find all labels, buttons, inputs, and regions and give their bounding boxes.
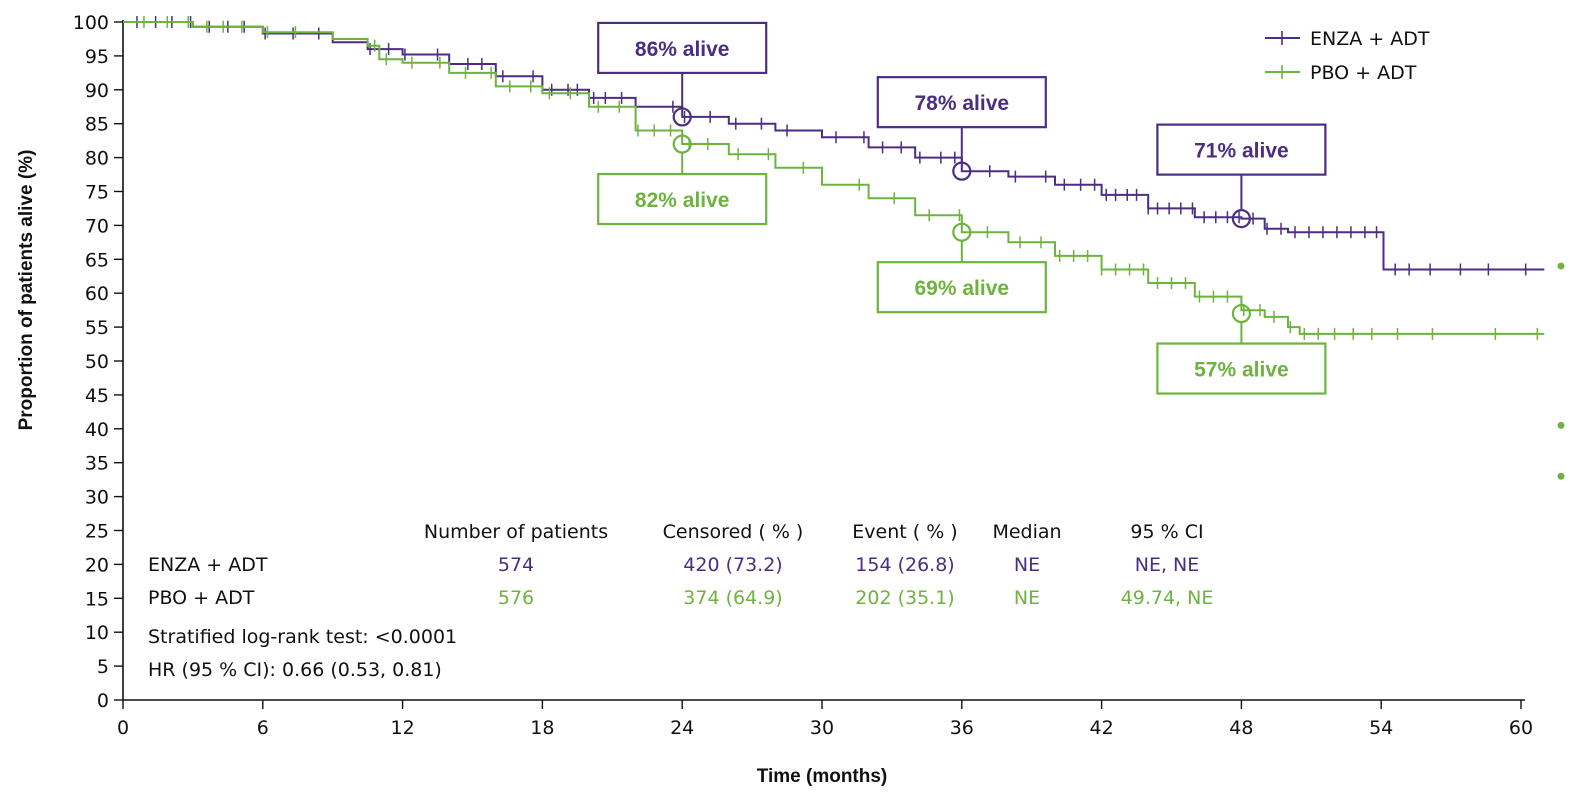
callout-marker-circle bbox=[952, 222, 972, 242]
callout-marker-circle bbox=[672, 134, 692, 154]
callout-marker-circle bbox=[1231, 209, 1252, 229]
table-cell: NE, NE bbox=[1135, 554, 1200, 576]
callout-label: 82% alive bbox=[635, 189, 730, 212]
callout-box bbox=[597, 172, 768, 226]
series-line-1 bbox=[123, 21, 1545, 335]
table-cell: NE bbox=[1014, 587, 1040, 609]
x-tick-label: 48 bbox=[1229, 717, 1253, 739]
legend-label: PBO + ADT bbox=[1310, 62, 1417, 84]
y-tick-label: 95 bbox=[85, 46, 109, 68]
x-tick-label: 6 bbox=[257, 717, 269, 739]
callout-box bbox=[597, 21, 768, 75]
callout-box bbox=[876, 261, 1047, 314]
callout-marker-circle bbox=[672, 107, 692, 127]
y-tick-label: 60 bbox=[85, 283, 109, 305]
series-layer bbox=[123, 16, 1545, 340]
y-tick-label: 45 bbox=[85, 385, 109, 407]
series-line-0 bbox=[123, 21, 1545, 271]
table-footnote: HR (95 % CI): 0.66 (0.53, 0.81) bbox=[148, 659, 442, 681]
table-header: 95 % CI bbox=[1130, 521, 1203, 543]
x-tick-label: 42 bbox=[1090, 717, 1114, 739]
y-tick-label: 75 bbox=[85, 182, 109, 204]
table-cell: 576 bbox=[498, 587, 534, 609]
callout-box bbox=[1156, 342, 1327, 395]
callout-label: 69% alive bbox=[915, 277, 1010, 300]
callout-layer: 86% alive 78% alive 71% alive 82% alive 69% … bbox=[597, 21, 1327, 395]
table-header: Censored ( % ) bbox=[663, 521, 804, 543]
x-tick-label: 54 bbox=[1369, 717, 1393, 739]
callout-box bbox=[1156, 123, 1327, 176]
margin-dot bbox=[1557, 262, 1565, 270]
table-cell: 574 bbox=[498, 554, 534, 576]
y-tick-label: 30 bbox=[85, 487, 109, 509]
table-cell: 374 (64.9) bbox=[683, 587, 782, 609]
callout-box bbox=[876, 76, 1047, 129]
callout-marker-circle bbox=[952, 161, 972, 181]
table-cell: 49.74, NE bbox=[1121, 587, 1214, 609]
x-tick-label: 60 bbox=[1509, 717, 1533, 739]
y-axis-title: Proportion of patients alive (%) bbox=[16, 150, 37, 431]
table-cell: 202 (35.1) bbox=[855, 587, 954, 609]
x-tick-label: 36 bbox=[950, 717, 974, 739]
x-axis-title: Time (months) bbox=[757, 766, 888, 787]
y-tick-label: 20 bbox=[85, 554, 109, 576]
margin-markers bbox=[1557, 262, 1565, 480]
table-cell: 154 (26.8) bbox=[855, 554, 954, 576]
table-footnote: Stratified log-rank test: <0.0001 bbox=[148, 626, 457, 648]
margin-dot bbox=[1557, 472, 1565, 480]
table-row-label: PBO + ADT bbox=[148, 587, 255, 609]
y-tick-label: 80 bbox=[85, 148, 109, 170]
callout-label: 57% alive bbox=[1194, 359, 1289, 382]
callout-label: 78% alive bbox=[915, 92, 1010, 115]
summary-table: Number of patients Censored ( % ) Event ( … bbox=[148, 521, 1213, 681]
x-tick-label: 30 bbox=[810, 717, 834, 739]
table-header: Event ( % ) bbox=[852, 521, 957, 543]
table-header: Number of patients bbox=[424, 521, 608, 543]
y-tick-label: 65 bbox=[85, 249, 109, 271]
table-header: Median bbox=[992, 521, 1061, 543]
y-tick-label: 5 bbox=[97, 656, 109, 678]
y-tick-label: 100 bbox=[73, 12, 109, 34]
table-row-label: ENZA + ADT bbox=[148, 554, 268, 576]
y-tick-label: 25 bbox=[85, 521, 109, 543]
y-tick-label: 10 bbox=[85, 622, 109, 644]
y-tick-label: 90 bbox=[85, 80, 109, 102]
table-cell: 420 (73.2) bbox=[683, 554, 782, 576]
x-tick-label: 0 bbox=[117, 717, 129, 739]
x-axis: 0 6 12 18 24 30 36 42 48 54 60 bbox=[117, 699, 1533, 739]
callout-label: 71% alive bbox=[1194, 140, 1289, 163]
y-tick-label: 55 bbox=[85, 317, 109, 339]
x-tick-label: 18 bbox=[530, 717, 554, 739]
callout-marker-circle bbox=[1231, 303, 1252, 324]
x-tick-label: 24 bbox=[670, 717, 694, 739]
table-cell: NE bbox=[1014, 554, 1040, 576]
margin-dot bbox=[1557, 421, 1565, 429]
y-tick-label: 0 bbox=[97, 690, 109, 712]
y-tick-label: 85 bbox=[85, 114, 109, 136]
y-tick-label: 70 bbox=[85, 215, 109, 237]
y-axis: 0 5 10 15 20 25 30 35 40 45 50 55 60 65 70 75 80 85 90 95 10… bbox=[73, 12, 124, 712]
y-tick-label: 15 bbox=[85, 588, 109, 610]
y-tick-label: 35 bbox=[85, 453, 109, 475]
legend: ENZA + ADT PBO + ADT bbox=[1265, 28, 1430, 84]
x-tick-label: 12 bbox=[391, 717, 415, 739]
y-tick-label: 40 bbox=[85, 419, 109, 441]
y-tick-label: 50 bbox=[85, 351, 109, 373]
legend-label: ENZA + ADT bbox=[1310, 28, 1430, 50]
callout-label: 86% alive bbox=[635, 38, 730, 61]
